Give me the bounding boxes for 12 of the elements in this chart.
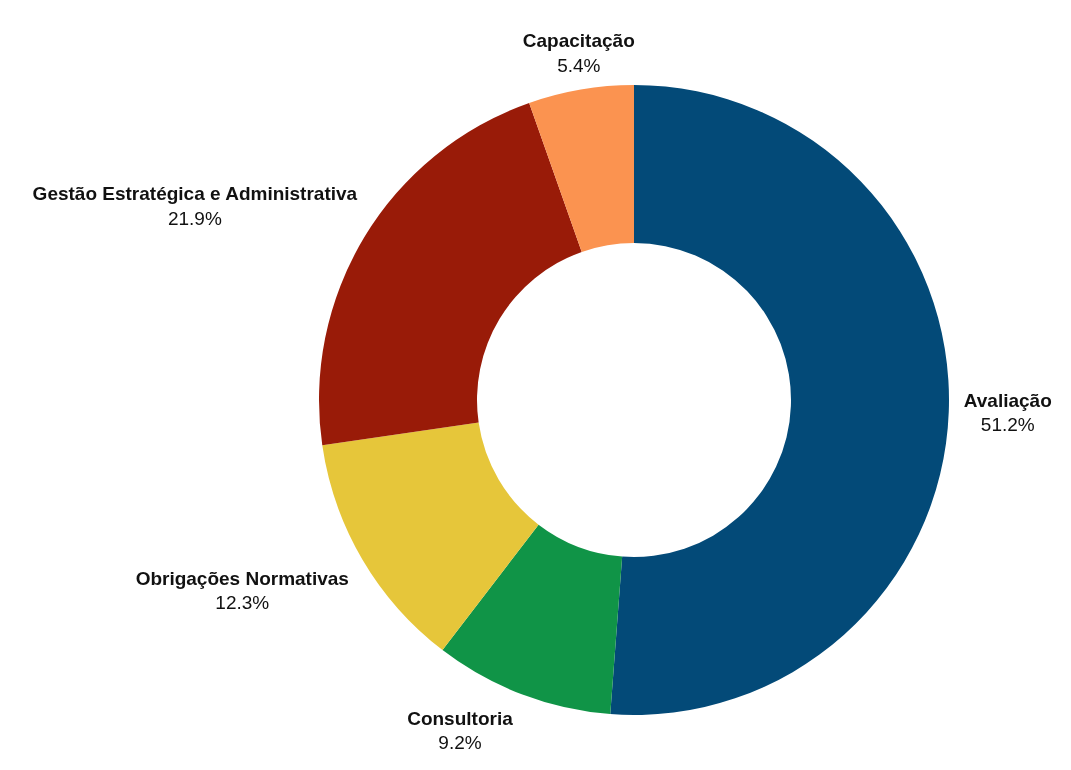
slice-label: Capacitação xyxy=(522,30,635,52)
slice-label: Consultoria xyxy=(407,707,514,729)
donut-slice xyxy=(610,85,949,715)
data-label: 9.2% xyxy=(438,732,482,754)
slice-label: Obrigações Normativas xyxy=(135,567,349,589)
data-label: 5.4% xyxy=(557,54,601,76)
data-label: 21.9% xyxy=(167,208,222,230)
data-label: 51.2% xyxy=(980,414,1035,436)
slice-label: Avaliação xyxy=(963,389,1052,411)
donut-slice xyxy=(529,85,634,252)
slice-label: Gestão Estratégica e Administrativa xyxy=(32,183,358,205)
data-label: 12.3% xyxy=(215,592,270,614)
